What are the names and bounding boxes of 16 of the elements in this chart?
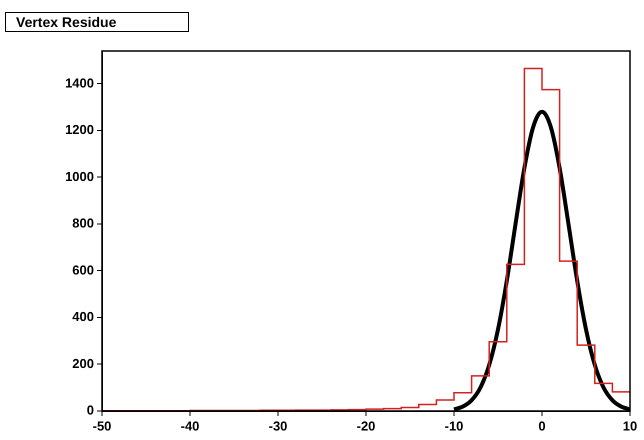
x-tick-label: -40 (180, 418, 200, 434)
y-tick-label: 600 (72, 262, 94, 278)
y-tick-label: 800 (72, 216, 94, 231)
x-tick-label: -10 (444, 418, 464, 434)
x-tick-label: -20 (356, 418, 376, 434)
y-tick-label: 400 (72, 309, 94, 324)
y-tick-label: 0 (86, 402, 94, 418)
y-tick-label: 200 (72, 356, 94, 371)
x-tick-label: 0 (538, 418, 546, 434)
y-tick-label: 1200 (65, 122, 94, 138)
chart-title: Vertex Residue (5, 12, 189, 32)
y-tick-label: 1400 (65, 75, 94, 90)
y-tick-label: 1000 (65, 168, 94, 184)
x-tick-label: 10 (622, 418, 638, 434)
x-tick-label: -30 (268, 418, 288, 434)
x-tick-label: -50 (92, 418, 112, 434)
